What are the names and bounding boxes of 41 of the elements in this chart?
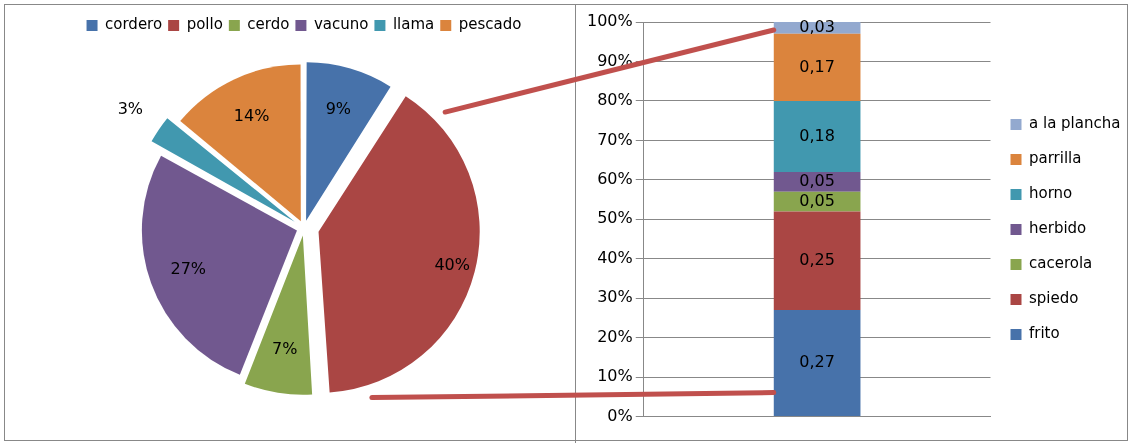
y-tick-label: 40% [597,247,633,267]
data-label: 0,17 [799,56,835,76]
legend-label: cerdo [247,15,290,34]
y-tick-label: 90% [597,50,633,70]
data-label: 0,27 [799,352,835,372]
bar [773,310,861,417]
y-tick-label: 100% [586,11,633,31]
legend-label: pescado [458,15,522,34]
y-tick-label: 50% [597,208,633,228]
legend-label: llama [392,15,435,34]
data-label: 3% [117,99,144,119]
legend-label: a la plancha [1029,114,1121,133]
data-label: 0,05 [799,190,835,210]
legend-label: parrilla [1029,149,1082,168]
legend-label: frito [1029,324,1060,343]
legend-label: cordero [105,15,163,34]
data-label: 0,18 [799,125,835,145]
y-tick-label: 10% [597,366,633,386]
y-tick-label: 30% [597,287,633,307]
data-label: 27% [170,258,207,278]
data-label: 40% [434,255,470,275]
data-label: 14% [233,105,270,125]
data-label: 0,05 [799,170,835,190]
data-label: 0,03 [799,17,835,37]
legend-label: spiedo [1029,289,1079,308]
bar [773,100,861,172]
y-tick-label: 80% [597,90,633,110]
y-tick-label: 20% [597,326,633,346]
data-label: 7% [272,338,298,358]
data-label: 9% [325,99,352,119]
legend-label: cacerola [1029,254,1093,273]
y-tick-label: 0% [607,405,633,425]
y-tick-label: 70% [597,129,633,149]
legend-label: horno [1029,184,1073,203]
legend-label: vacuno [313,15,369,34]
bar [773,211,861,311]
data-label: 0,25 [799,249,835,269]
y-tick-label: 60% [597,169,633,188]
legend-label: herbido [1029,219,1087,238]
bar [773,33,861,101]
legend-label: pollo [186,15,223,34]
